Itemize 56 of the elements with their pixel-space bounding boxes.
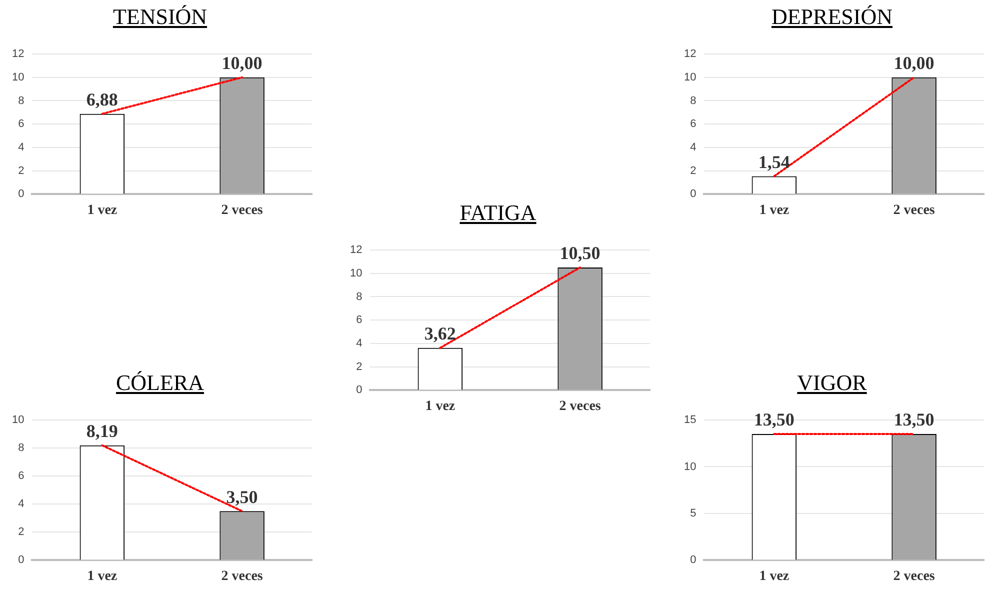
y-tick-label: 0 xyxy=(18,554,24,566)
data-label: 13,50 xyxy=(894,410,934,430)
y-tick-label: 0 xyxy=(18,188,24,200)
data-label: 1,54 xyxy=(758,152,790,172)
x-tick-label: 1 vez xyxy=(759,203,790,218)
y-tick-label: 4 xyxy=(18,142,24,154)
data-label: 3,50 xyxy=(226,486,258,507)
x-tick-label: 2 veces xyxy=(221,569,264,584)
y-tick-label: 4 xyxy=(690,142,696,154)
y-tick-label: 10 xyxy=(684,71,696,84)
y-tick-label: 8 xyxy=(18,94,24,107)
data-label: 3,62 xyxy=(424,324,456,344)
y-tick-label: 10 xyxy=(350,267,362,280)
y-tick-label: 6 xyxy=(18,118,24,130)
x-tick-label: 2 veces xyxy=(221,203,264,218)
y-tick-label: 10 xyxy=(12,71,24,84)
y-tick-label: 8 xyxy=(690,94,696,107)
y-tick-label: 6 xyxy=(18,470,24,482)
y-tick-label: 6 xyxy=(356,314,362,326)
chart-title: DEPRESIÓN xyxy=(770,3,894,31)
y-tick-label: 0 xyxy=(690,188,696,200)
y-tick-label: 5 xyxy=(690,508,696,520)
y-tick-label: 12 xyxy=(350,244,362,256)
y-tick-label: 0 xyxy=(356,384,362,396)
y-tick-label: 4 xyxy=(356,338,362,350)
x-tick-label: 1 vez xyxy=(87,569,118,584)
x-tick-label: 1 vez xyxy=(425,399,456,414)
x-tick-label: 1 vez xyxy=(759,569,790,584)
data-label: 13,50 xyxy=(754,410,794,430)
y-tick-label: 0 xyxy=(690,554,696,566)
y-tick-label: 12 xyxy=(12,48,24,60)
y-tick-label: 8 xyxy=(18,442,24,454)
data-label: 10,00 xyxy=(222,53,262,74)
x-tick-label: 2 veces xyxy=(893,569,936,584)
chart-title: FATIGA xyxy=(458,199,538,227)
data-label: 6,88 xyxy=(86,89,118,110)
data-label: 8,19 xyxy=(86,421,118,442)
x-tick-label: 1 vez xyxy=(87,203,118,218)
data-label: 10,50 xyxy=(560,243,600,264)
y-tick-label: 2 xyxy=(690,164,696,177)
y-tick-label: 4 xyxy=(18,498,24,510)
y-tick-label: 10 xyxy=(12,414,24,426)
chart-title: VIGOR xyxy=(796,369,868,397)
y-tick-label: 2 xyxy=(356,360,362,373)
data-label: 10,00 xyxy=(894,53,934,74)
y-tick-label: 10 xyxy=(684,460,696,473)
chart-title: CÓLERA xyxy=(115,369,205,397)
y-tick-label: 6 xyxy=(690,118,696,130)
y-tick-label: 2 xyxy=(18,164,24,177)
x-tick-label: 2 veces xyxy=(893,203,936,218)
y-tick-label: 2 xyxy=(18,526,24,538)
y-tick-label: 8 xyxy=(356,290,362,303)
chart-title: TENSIÓN xyxy=(112,3,208,31)
y-tick-label: 15 xyxy=(684,414,696,426)
x-tick-label: 2 veces xyxy=(559,399,602,414)
y-tick-label: 12 xyxy=(684,48,696,60)
